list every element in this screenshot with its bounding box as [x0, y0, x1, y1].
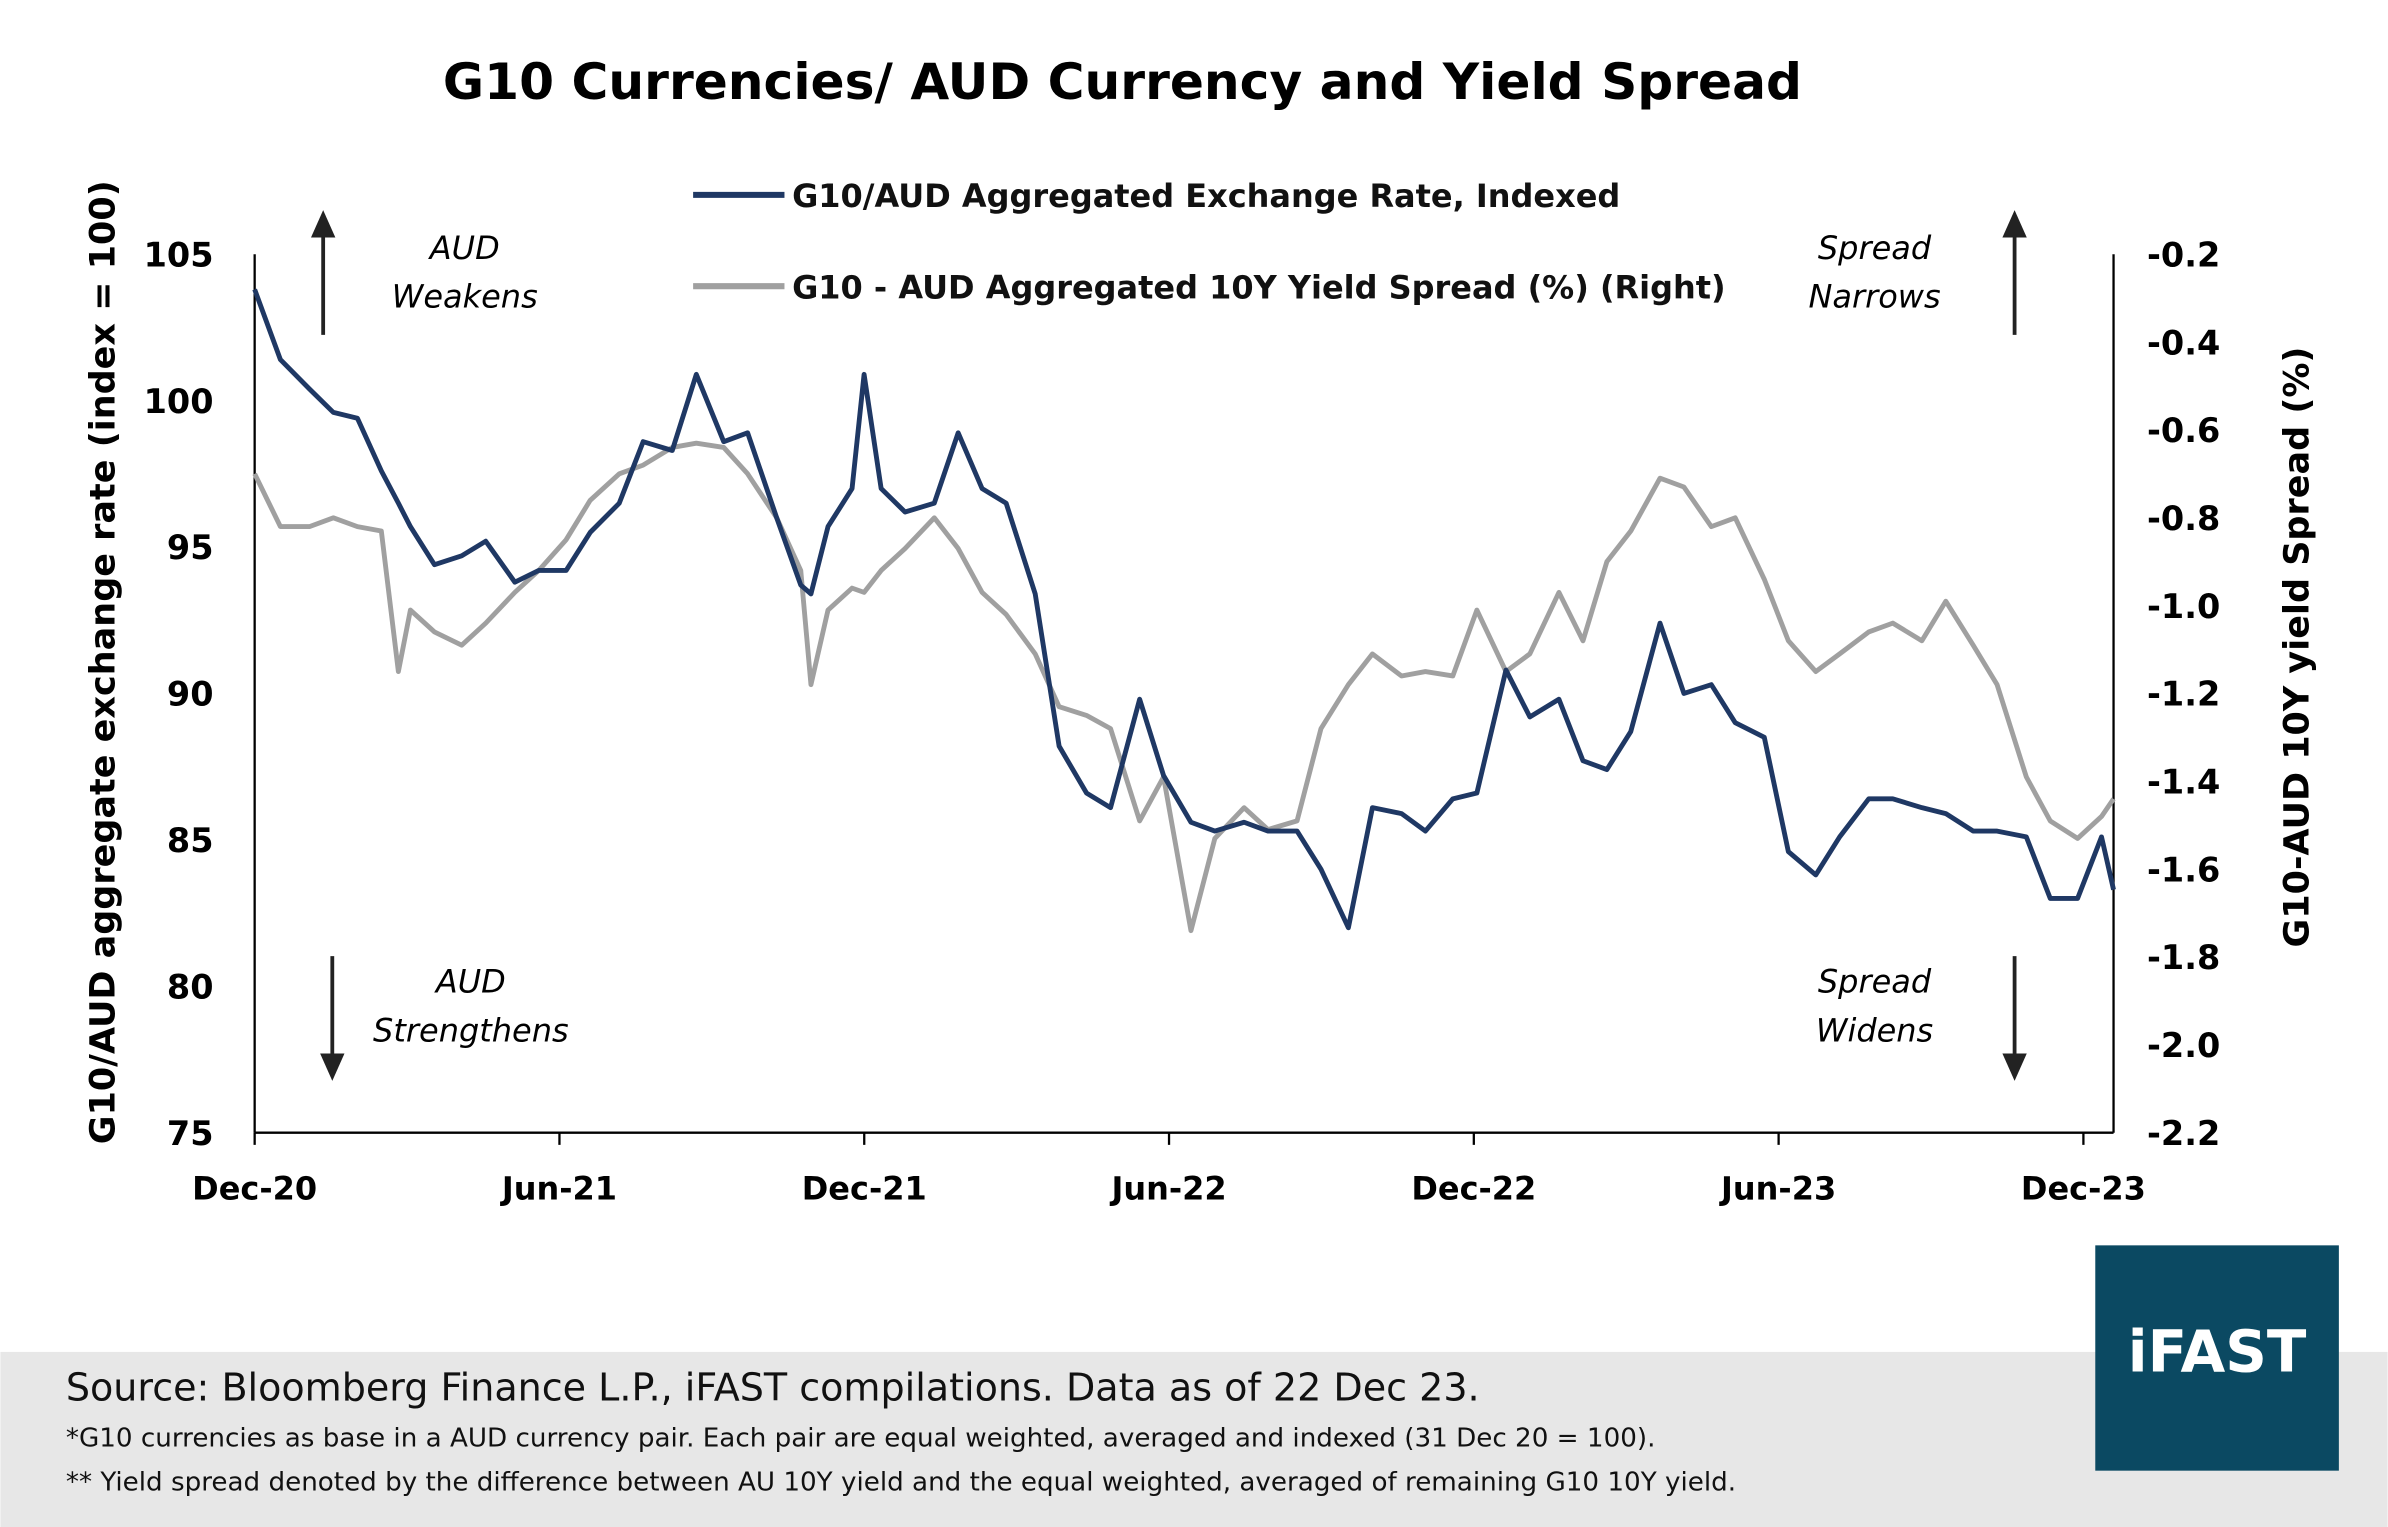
x-tick-label: Jun-22 [1109, 1170, 1226, 1208]
arrow-down-head-icon [2002, 1053, 2027, 1081]
arrow-down-head-icon [320, 1053, 345, 1081]
annotation-spread-narrows-line1: Spread [1818, 229, 1932, 267]
y-tick-label-left: 100 [144, 382, 214, 421]
annotation-spread-widens-line2: Widens [1816, 1011, 1933, 1049]
annotation-aud-weakens-line1: AUD [428, 229, 500, 267]
y-axis-title-right: G10-AUD 10Y yield Spread (%) [2277, 347, 2317, 948]
annotation-spread-narrows: Spread Narrows [1808, 210, 2027, 335]
y-tick-label-right: -0.4 [2147, 323, 2220, 362]
footer-source: Source: Bloomberg Finance L.P., iFAST co… [66, 1366, 1480, 1410]
y-tick-label-right: -0.2 [2147, 235, 2220, 274]
legend-label-fx: G10/AUD Aggregated Exchange Rate, Indexe… [792, 177, 1620, 215]
annotation-spread-widens: Spread Widens [1816, 956, 2027, 1081]
y-tick-label-right: -1.0 [2147, 587, 2220, 626]
annotation-aud-weakens: AUD Weakens [310, 210, 538, 335]
y-tick-label-left: 105 [144, 235, 214, 274]
x-tick-label: Dec-20 [192, 1170, 317, 1208]
footer-band [0, 1351, 2388, 1527]
y-tick-label-right: -2.0 [2147, 1026, 2220, 1065]
y-tick-label-left: 80 [167, 967, 214, 1006]
x-tick-label: Dec-23 [2021, 1170, 2146, 1208]
y-tick-label-right: -0.6 [2147, 411, 2220, 450]
y-tick-label-right: -1.8 [2147, 938, 2220, 977]
footer-note-1: *G10 currencies as base in a AUD currenc… [66, 1423, 1656, 1453]
annotation-aud-strengthens-line1: AUD [434, 963, 506, 1001]
x-tick-label: Dec-22 [1411, 1170, 1536, 1208]
y-tick-label-right: -1.2 [2147, 675, 2220, 714]
series-line-yield-spread [252, 440, 2116, 934]
footer-note-2: ** Yield spread denoted by the differenc… [66, 1467, 1736, 1497]
ifast-logo-text: iFAST [2128, 1318, 2307, 1386]
y-tick-label-left: 90 [167, 675, 214, 714]
arrow-up-head-icon [2002, 210, 2027, 238]
x-tick-label: Jun-21 [500, 1170, 617, 1208]
annotation-aud-strengthens: AUD Strengthens [320, 956, 569, 1081]
y-ticks-right: -0.2 -0.4 -0.6 -0.8 -1.0 -1.2 -1.4 -1.6 -1.8 -2.0… [2147, 235, 2220, 1152]
x-tick-label: Dec-21 [802, 1170, 927, 1208]
series-line-exchange-rate [252, 288, 2116, 931]
y-tick-label-right: -0.8 [2147, 499, 2220, 538]
chart-title: G10 Currencies/ AUD Currency and Yield S… [443, 52, 1802, 111]
annotation-spread-narrows-line2: Narrows [1808, 278, 1940, 316]
y-tick-label-left: 95 [167, 528, 214, 567]
y-tick-label-left: 75 [167, 1114, 214, 1153]
ifast-logo [2095, 1245, 2339, 1471]
x-ticks: Dec-20 Jun-21 Dec-21 Jun-22 Dec-22 Jun-23 Dec-… [192, 1132, 2146, 1208]
annotation-aud-strengthens-line2: Strengthens [373, 1011, 569, 1049]
y-tick-label-right: -1.4 [2147, 762, 2220, 801]
y-ticks-left: 105 100 95 90 85 80 75 [144, 235, 214, 1152]
arrow-up-head-icon [310, 210, 336, 238]
annotation-spread-widens-line1: Spread [1818, 963, 1932, 1001]
y-tick-label-right: -2.2 [2147, 1114, 2220, 1153]
annotation-aud-weakens-line2: Weakens [392, 278, 538, 316]
y-tick-label-left: 85 [167, 821, 214, 860]
y-tick-label-right: -1.6 [2147, 850, 2220, 889]
legend-label-spread: G10 - AUD Aggregated 10Y Yield Spread (%… [792, 268, 1726, 306]
x-tick-label: Jun-23 [1719, 1170, 1836, 1208]
y-axis-title-left: G10/AUD aggregate exchange rate (index =… [84, 180, 124, 1144]
